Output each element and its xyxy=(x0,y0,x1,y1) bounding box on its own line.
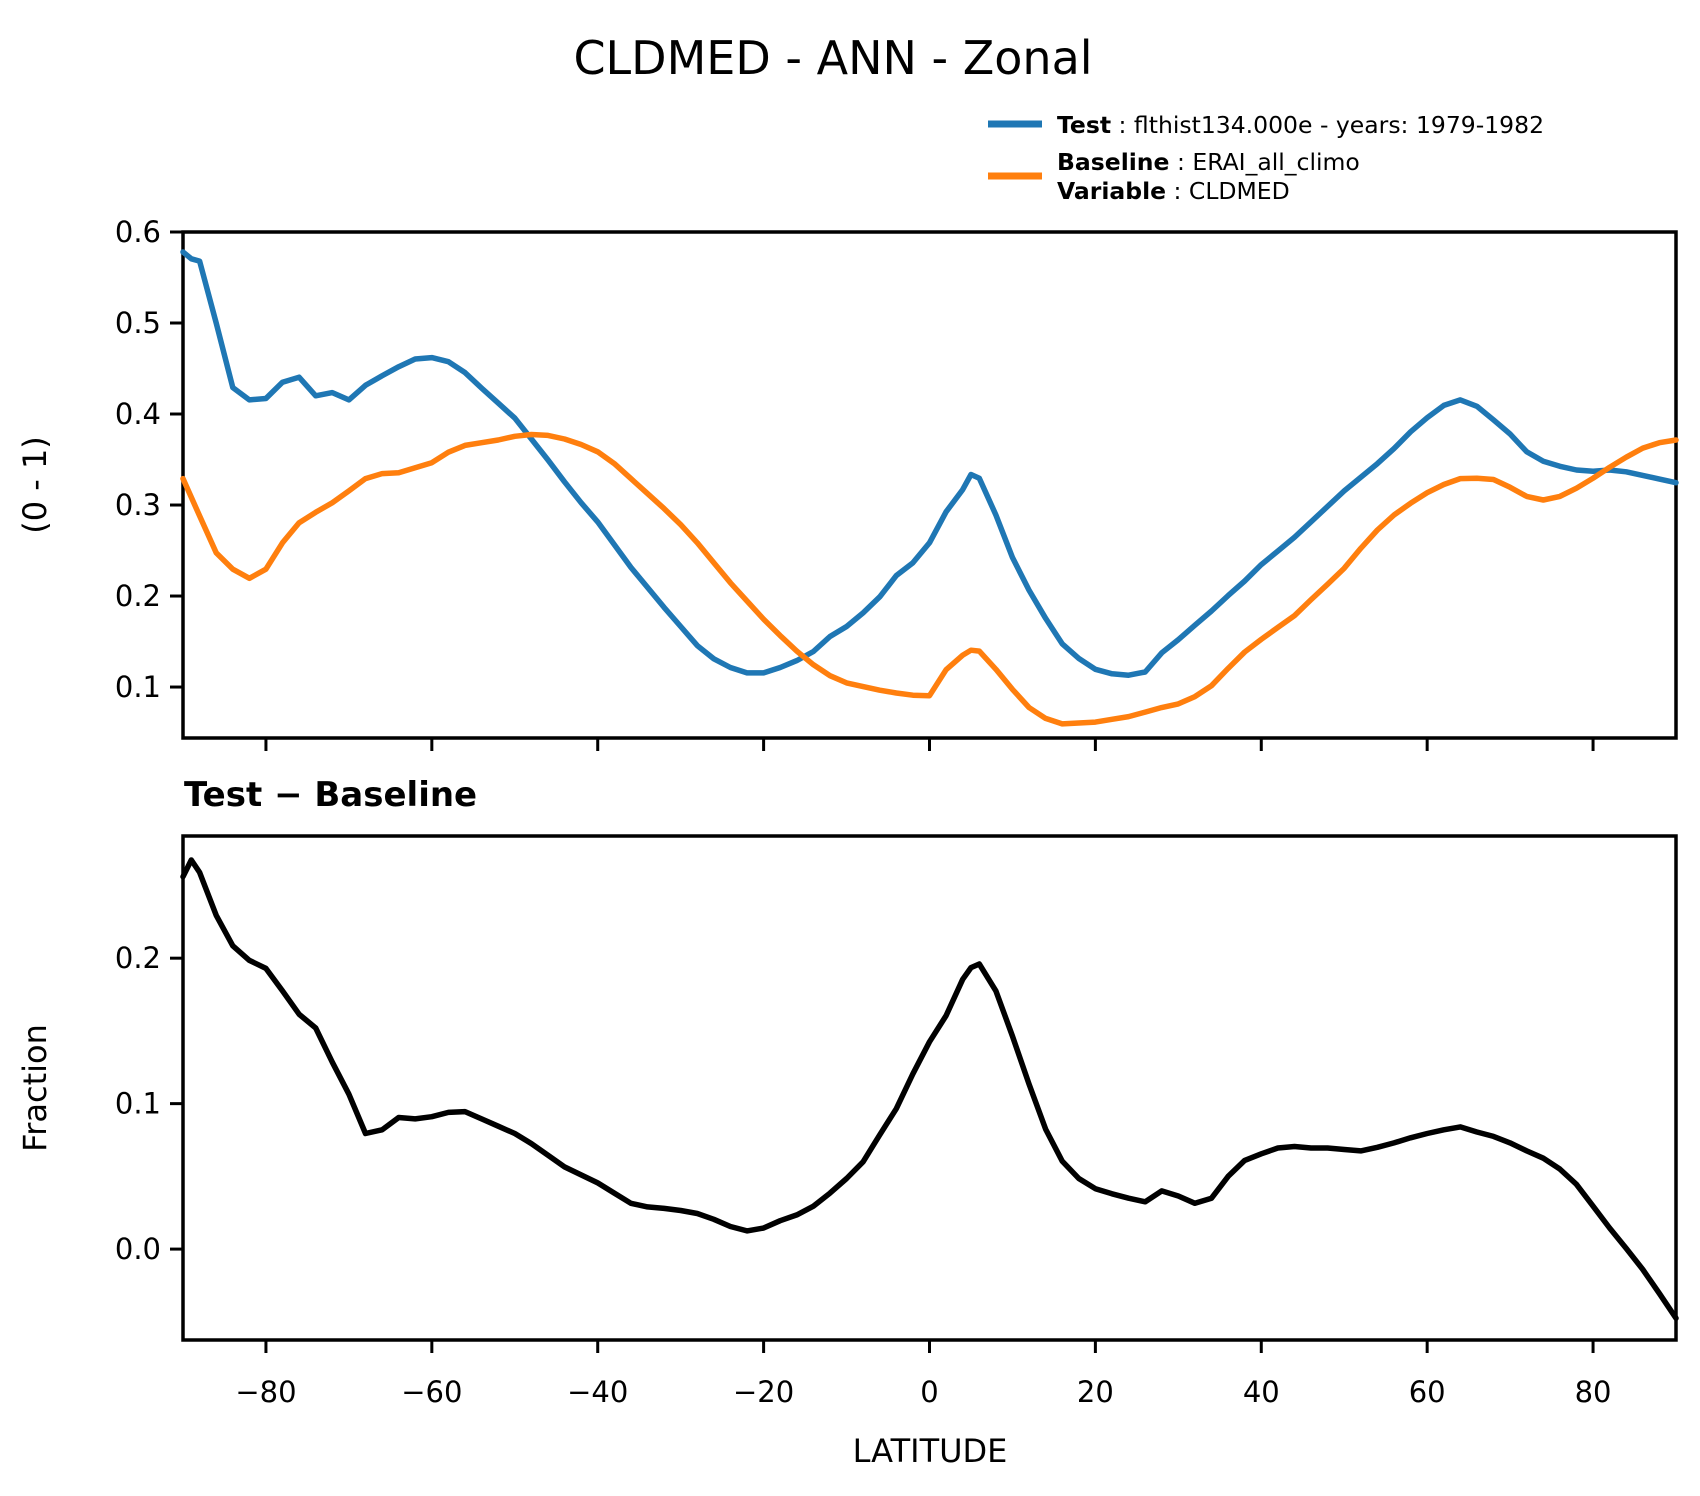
legend-baseline-entry: Baseline : ERAI_all_climo xyxy=(1057,148,1360,176)
tick-label: 0.4 xyxy=(115,397,161,431)
tick-label: 20 xyxy=(1077,1375,1114,1409)
tick-label: 80 xyxy=(1575,1375,1612,1409)
legend: Test : flthist134.000e - years: 1979-198… xyxy=(988,111,1544,205)
tick-label: −60 xyxy=(401,1375,462,1409)
tick-label: 0.6 xyxy=(115,215,161,249)
bottom-plot-ylabel: Fraction xyxy=(16,1024,54,1152)
tick-label: 0 xyxy=(920,1375,938,1409)
subtitle: Test − Baseline xyxy=(184,775,477,815)
top-plot-frame xyxy=(181,230,1678,740)
bottom-plot-xlabel: LATITUDE xyxy=(853,1432,1008,1470)
legend-baseline-value: : ERAI_all_climo xyxy=(1169,148,1359,176)
tick-label: −40 xyxy=(567,1375,628,1409)
chart-title: CLDMED - ANN - Zonal xyxy=(573,31,1092,85)
diff-line xyxy=(180,857,1679,1321)
bottom-plot-frame xyxy=(181,834,1678,1342)
tick-label: 0.5 xyxy=(115,306,161,340)
legend-variable-entry: Variable : CLDMED xyxy=(1057,177,1290,205)
bottom-plot-ytick-labels: 0.0 0.1 0.2 xyxy=(115,941,161,1266)
legend-baseline-label: Baseline xyxy=(1057,148,1169,176)
test-line xyxy=(180,249,1679,678)
legend-variable-label: Variable xyxy=(1057,177,1166,205)
tick-label: 0.0 xyxy=(115,1232,161,1266)
bottom-plot-xtick-labels: −80 −60 −40 −20 0 20 40 60 80 xyxy=(235,1375,1611,1409)
bottom-plot-xticks xyxy=(264,1340,1595,1353)
tick-label: 0.1 xyxy=(115,1087,161,1121)
top-plot-ytick-labels: 0.1 0.2 0.3 0.4 0.5 0.6 xyxy=(115,215,161,704)
top-plot: 0.1 0.2 0.3 0.4 0.5 0.6 (0 - 1) xyxy=(16,215,1679,751)
tick-label: 0.2 xyxy=(115,579,161,613)
legend-variable-value: : CLDMED xyxy=(1166,177,1290,205)
legend-test-value: : flthist134.000e - years: 1979-1982 xyxy=(1111,111,1544,139)
legend-test-entry: Test : flthist134.000e - years: 1979-198… xyxy=(1057,111,1544,139)
bottom-plot: −80 −60 −40 −20 0 20 40 60 80 0.0 0.1 0.2 Fraction… xyxy=(16,834,1679,1470)
tick-label: 0.3 xyxy=(115,488,161,522)
bottom-plot-yticks xyxy=(170,956,183,1251)
baseline-line xyxy=(180,431,1679,727)
tick-label: −80 xyxy=(235,1375,296,1409)
top-plot-xticks xyxy=(264,738,1595,751)
top-plot-ylabel: (0 - 1) xyxy=(16,436,54,534)
tick-label: 60 xyxy=(1409,1375,1446,1409)
tick-label: −20 xyxy=(733,1375,794,1409)
tick-label: 40 xyxy=(1243,1375,1280,1409)
legend-test-label: Test xyxy=(1057,111,1111,139)
tick-label: 0.2 xyxy=(115,941,161,975)
top-plot-yticks xyxy=(170,230,183,689)
tick-label: 0.1 xyxy=(115,670,161,704)
